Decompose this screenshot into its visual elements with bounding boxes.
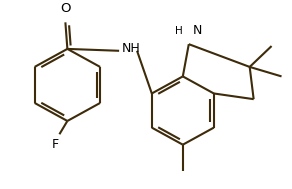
Text: O: O xyxy=(60,2,71,15)
Text: F: F xyxy=(51,138,59,151)
Text: H: H xyxy=(175,26,183,36)
Text: NH: NH xyxy=(122,42,140,55)
Text: N: N xyxy=(193,24,202,37)
